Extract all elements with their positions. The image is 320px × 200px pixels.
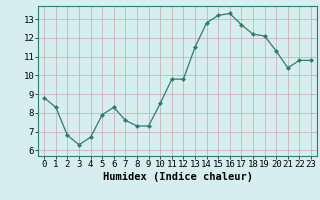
X-axis label: Humidex (Indice chaleur): Humidex (Indice chaleur) <box>103 172 252 182</box>
